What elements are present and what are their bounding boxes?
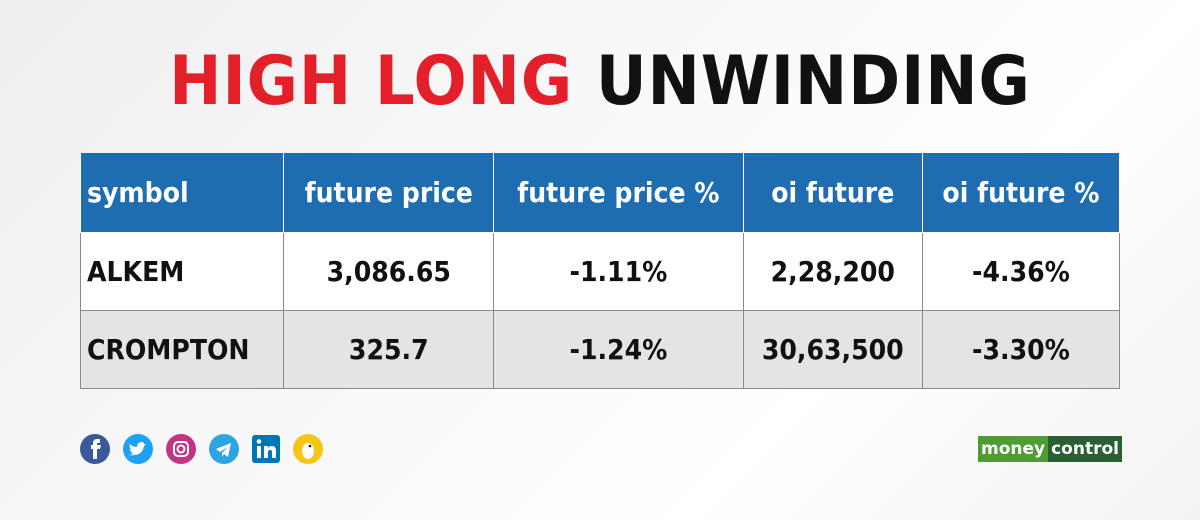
table-cell: CROMPTON bbox=[79, 310, 285, 389]
title-red: HIGH LONG bbox=[169, 42, 574, 121]
moneycontrol-logo: money control bbox=[978, 436, 1122, 462]
header-row: symbol future price future price % oi futur… bbox=[79, 153, 1121, 233]
telegram-icon[interactable] bbox=[209, 434, 239, 464]
twitter-icon[interactable] bbox=[123, 434, 153, 464]
table-row: ALKEM 3,086.65 -1.11% 2,28,200 -4.36% bbox=[79, 232, 1121, 311]
logo-money: money bbox=[978, 436, 1049, 462]
column-header: future price % bbox=[493, 153, 744, 233]
instagram-icon[interactable] bbox=[166, 434, 196, 464]
table-cell: -3.30% bbox=[921, 310, 1121, 389]
table-cell: ALKEM bbox=[79, 232, 285, 311]
title-black: UNWINDING bbox=[595, 42, 1031, 121]
logo-control: control bbox=[1048, 436, 1122, 462]
table-cell: -1.24% bbox=[493, 310, 744, 389]
column-header: symbol bbox=[79, 153, 285, 233]
table-cell: -4.36% bbox=[921, 232, 1121, 311]
column-header: oi future bbox=[742, 153, 923, 233]
data-table: symbol future price future price % oi futur… bbox=[79, 153, 1121, 389]
table-cell: -1.11% bbox=[493, 232, 744, 311]
title: HIGH LONG UNWINDING bbox=[48, 42, 1152, 122]
social-icons bbox=[80, 434, 323, 464]
column-header: oi future % bbox=[921, 153, 1121, 233]
table-body: ALKEM 3,086.65 -1.11% 2,28,200 -4.36% CROMPTO… bbox=[79, 232, 1121, 389]
table-cell: 30,63,500 bbox=[742, 310, 923, 389]
table-cell: 325.7 bbox=[283, 310, 495, 389]
table-cell: 3,086.65 bbox=[283, 232, 495, 311]
linkedin-icon[interactable] bbox=[252, 435, 280, 463]
koo-icon[interactable] bbox=[293, 434, 323, 464]
table-cell: 2,28,200 bbox=[742, 232, 923, 311]
table-row: CROMPTON 325.7 -1.24% 30,63,500 -3.30% bbox=[79, 310, 1121, 389]
facebook-icon[interactable] bbox=[80, 434, 110, 464]
column-header: future price bbox=[283, 153, 495, 233]
